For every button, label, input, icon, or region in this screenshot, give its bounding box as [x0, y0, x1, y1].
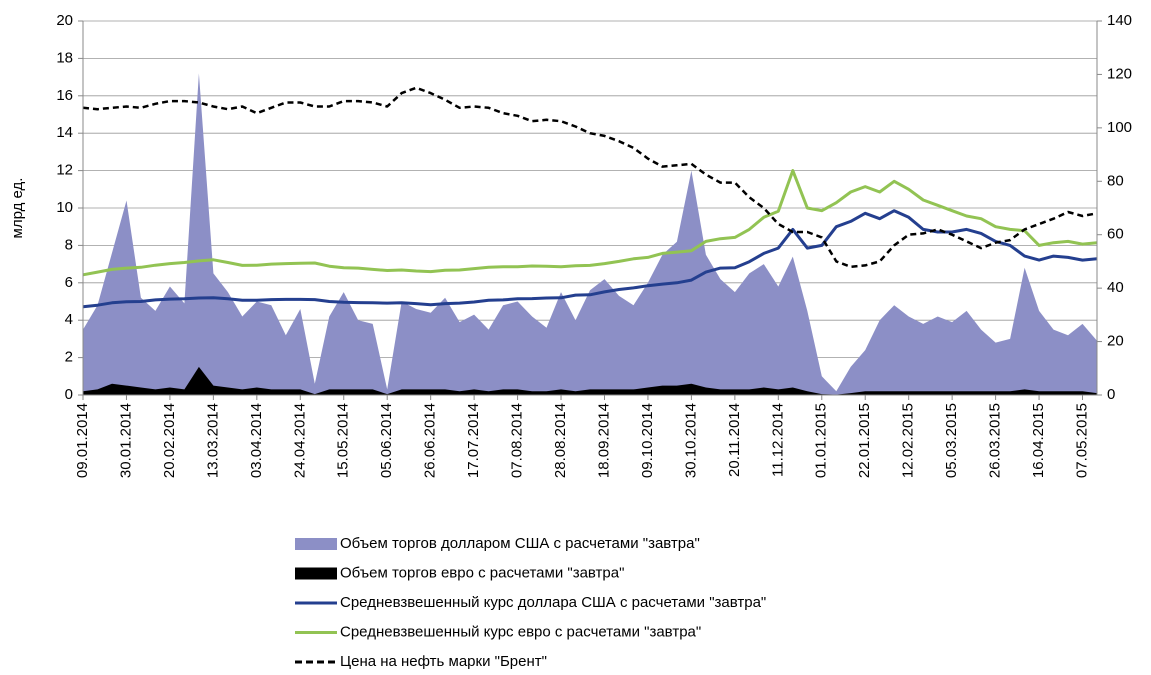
x-tick-label: 09.10.2014 — [639, 403, 656, 478]
y2-tick-label: 140 — [1107, 12, 1132, 29]
y2-tick-label: 20 — [1107, 333, 1124, 350]
x-tick-label: 09.01.2014 — [74, 403, 91, 478]
x-tick-label: 12.02.2015 — [900, 403, 917, 478]
x-tick-label: 20.02.2014 — [161, 403, 178, 478]
y-tick-label: 18 — [56, 49, 73, 66]
x-tick-label: 11.12.2014 — [769, 403, 786, 477]
y-tick-label: 2 — [65, 349, 73, 366]
legend-label: Цена на нефть марки "Брент" — [340, 653, 547, 670]
x-tick-label: 22.01.2015 — [856, 403, 873, 478]
line — [82, 86, 1098, 269]
x-tick-label: 20.11.2014 — [726, 403, 743, 477]
y2-tick-label: 80 — [1107, 172, 1124, 189]
y-tick-label: 8 — [65, 236, 73, 253]
y2-tick-label: 60 — [1107, 226, 1124, 243]
y2-tick-label: 100 — [1107, 119, 1132, 136]
legend-swatch — [295, 567, 337, 580]
legend-swatch — [295, 538, 337, 550]
x-tick-label: 03.04.2014 — [248, 403, 265, 478]
x-tick-label: 30.10.2014 — [682, 403, 699, 478]
x-tick-label: 17.07.2014 — [465, 403, 482, 478]
line — [82, 169, 1098, 277]
area — [83, 73, 1097, 396]
x-tick-label: 28.08.2014 — [552, 403, 569, 478]
y2-tick-label: 0 — [1107, 386, 1115, 403]
x-tick-label: 18.09.2014 — [595, 403, 612, 478]
legend-label: Средневзвешенный курс евро с расчетами "… — [340, 623, 701, 640]
x-tick-label: 13.03.2014 — [204, 403, 221, 478]
y-tick-label: 14 — [56, 124, 73, 141]
x-tick-label: 07.05.2015 — [1073, 403, 1090, 478]
x-tick-label: 01.01.2015 — [813, 403, 830, 478]
x-tick-label: 24.04.2014 — [291, 403, 308, 478]
legend-label: Объем торгов долларом США с расчетами "з… — [340, 535, 700, 552]
y-axis-label: млрд ед. — [9, 178, 26, 239]
y-tick-label: 0 — [65, 386, 73, 403]
y-tick-label: 16 — [56, 87, 73, 104]
area — [83, 366, 1097, 395]
y-tick-label: 6 — [65, 274, 73, 291]
y-tick-label: 4 — [65, 311, 73, 328]
y2-tick-label: 120 — [1107, 65, 1132, 82]
line — [82, 209, 1098, 309]
y-tick-label: 10 — [56, 199, 73, 216]
x-tick-label: 15.05.2014 — [335, 403, 352, 478]
x-tick-label: 05.06.2014 — [378, 403, 395, 478]
y-tick-label: 20 — [56, 12, 73, 29]
x-tick-label: 05.03.2015 — [943, 403, 960, 478]
x-tick-label: 26.06.2014 — [422, 403, 439, 478]
legend-label: Объем торгов евро с расчетами "завтра" — [340, 564, 624, 581]
y-tick-label: 12 — [56, 162, 73, 179]
y2-tick-label: 40 — [1107, 279, 1124, 296]
x-tick-label: 07.08.2014 — [509, 403, 526, 478]
x-tick-label: 16.04.2015 — [1030, 403, 1047, 478]
legend-label: Средневзвешенный курс доллара США с расч… — [340, 594, 766, 611]
x-tick-label: 26.03.2015 — [987, 403, 1004, 478]
x-tick-label: 30.01.2014 — [117, 403, 134, 478]
